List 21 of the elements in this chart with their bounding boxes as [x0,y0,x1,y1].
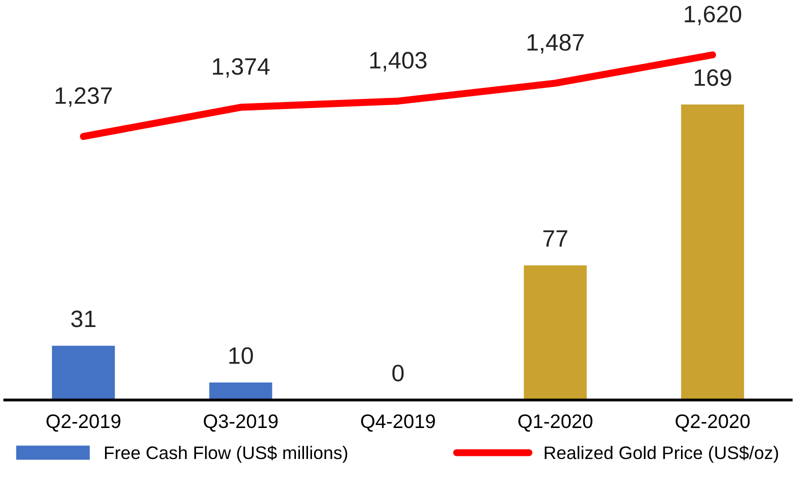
bar [681,104,744,400]
legend-label: Realized Gold Price (US$/oz) [544,446,778,463]
data-label: 1,237 [56,87,112,107]
x-tick-label: Q2-2019 [46,414,120,432]
data-label: 1,620 [684,6,742,26]
x-tick-label: Q2-2020 [676,414,750,432]
legend-label: Free Cash Flow (US$ millions) [105,446,348,463]
x-tick-label: Q1-2020 [518,414,592,432]
bar [524,265,587,400]
data-label: 10 [229,347,253,364]
x-tick-label: Q3-2019 [204,414,278,432]
data-label: 1,487 [528,34,584,54]
data-label: 1,374 [212,58,270,78]
data-label: 77 [543,230,568,247]
x-tick-label: Q4-2019 [361,414,435,432]
bar [52,346,115,400]
bar [209,382,272,400]
data-label: 31 [71,310,96,328]
data-label: 169 [694,69,732,86]
data-label: 1,403 [370,52,427,72]
data-label: 0 [392,364,404,382]
